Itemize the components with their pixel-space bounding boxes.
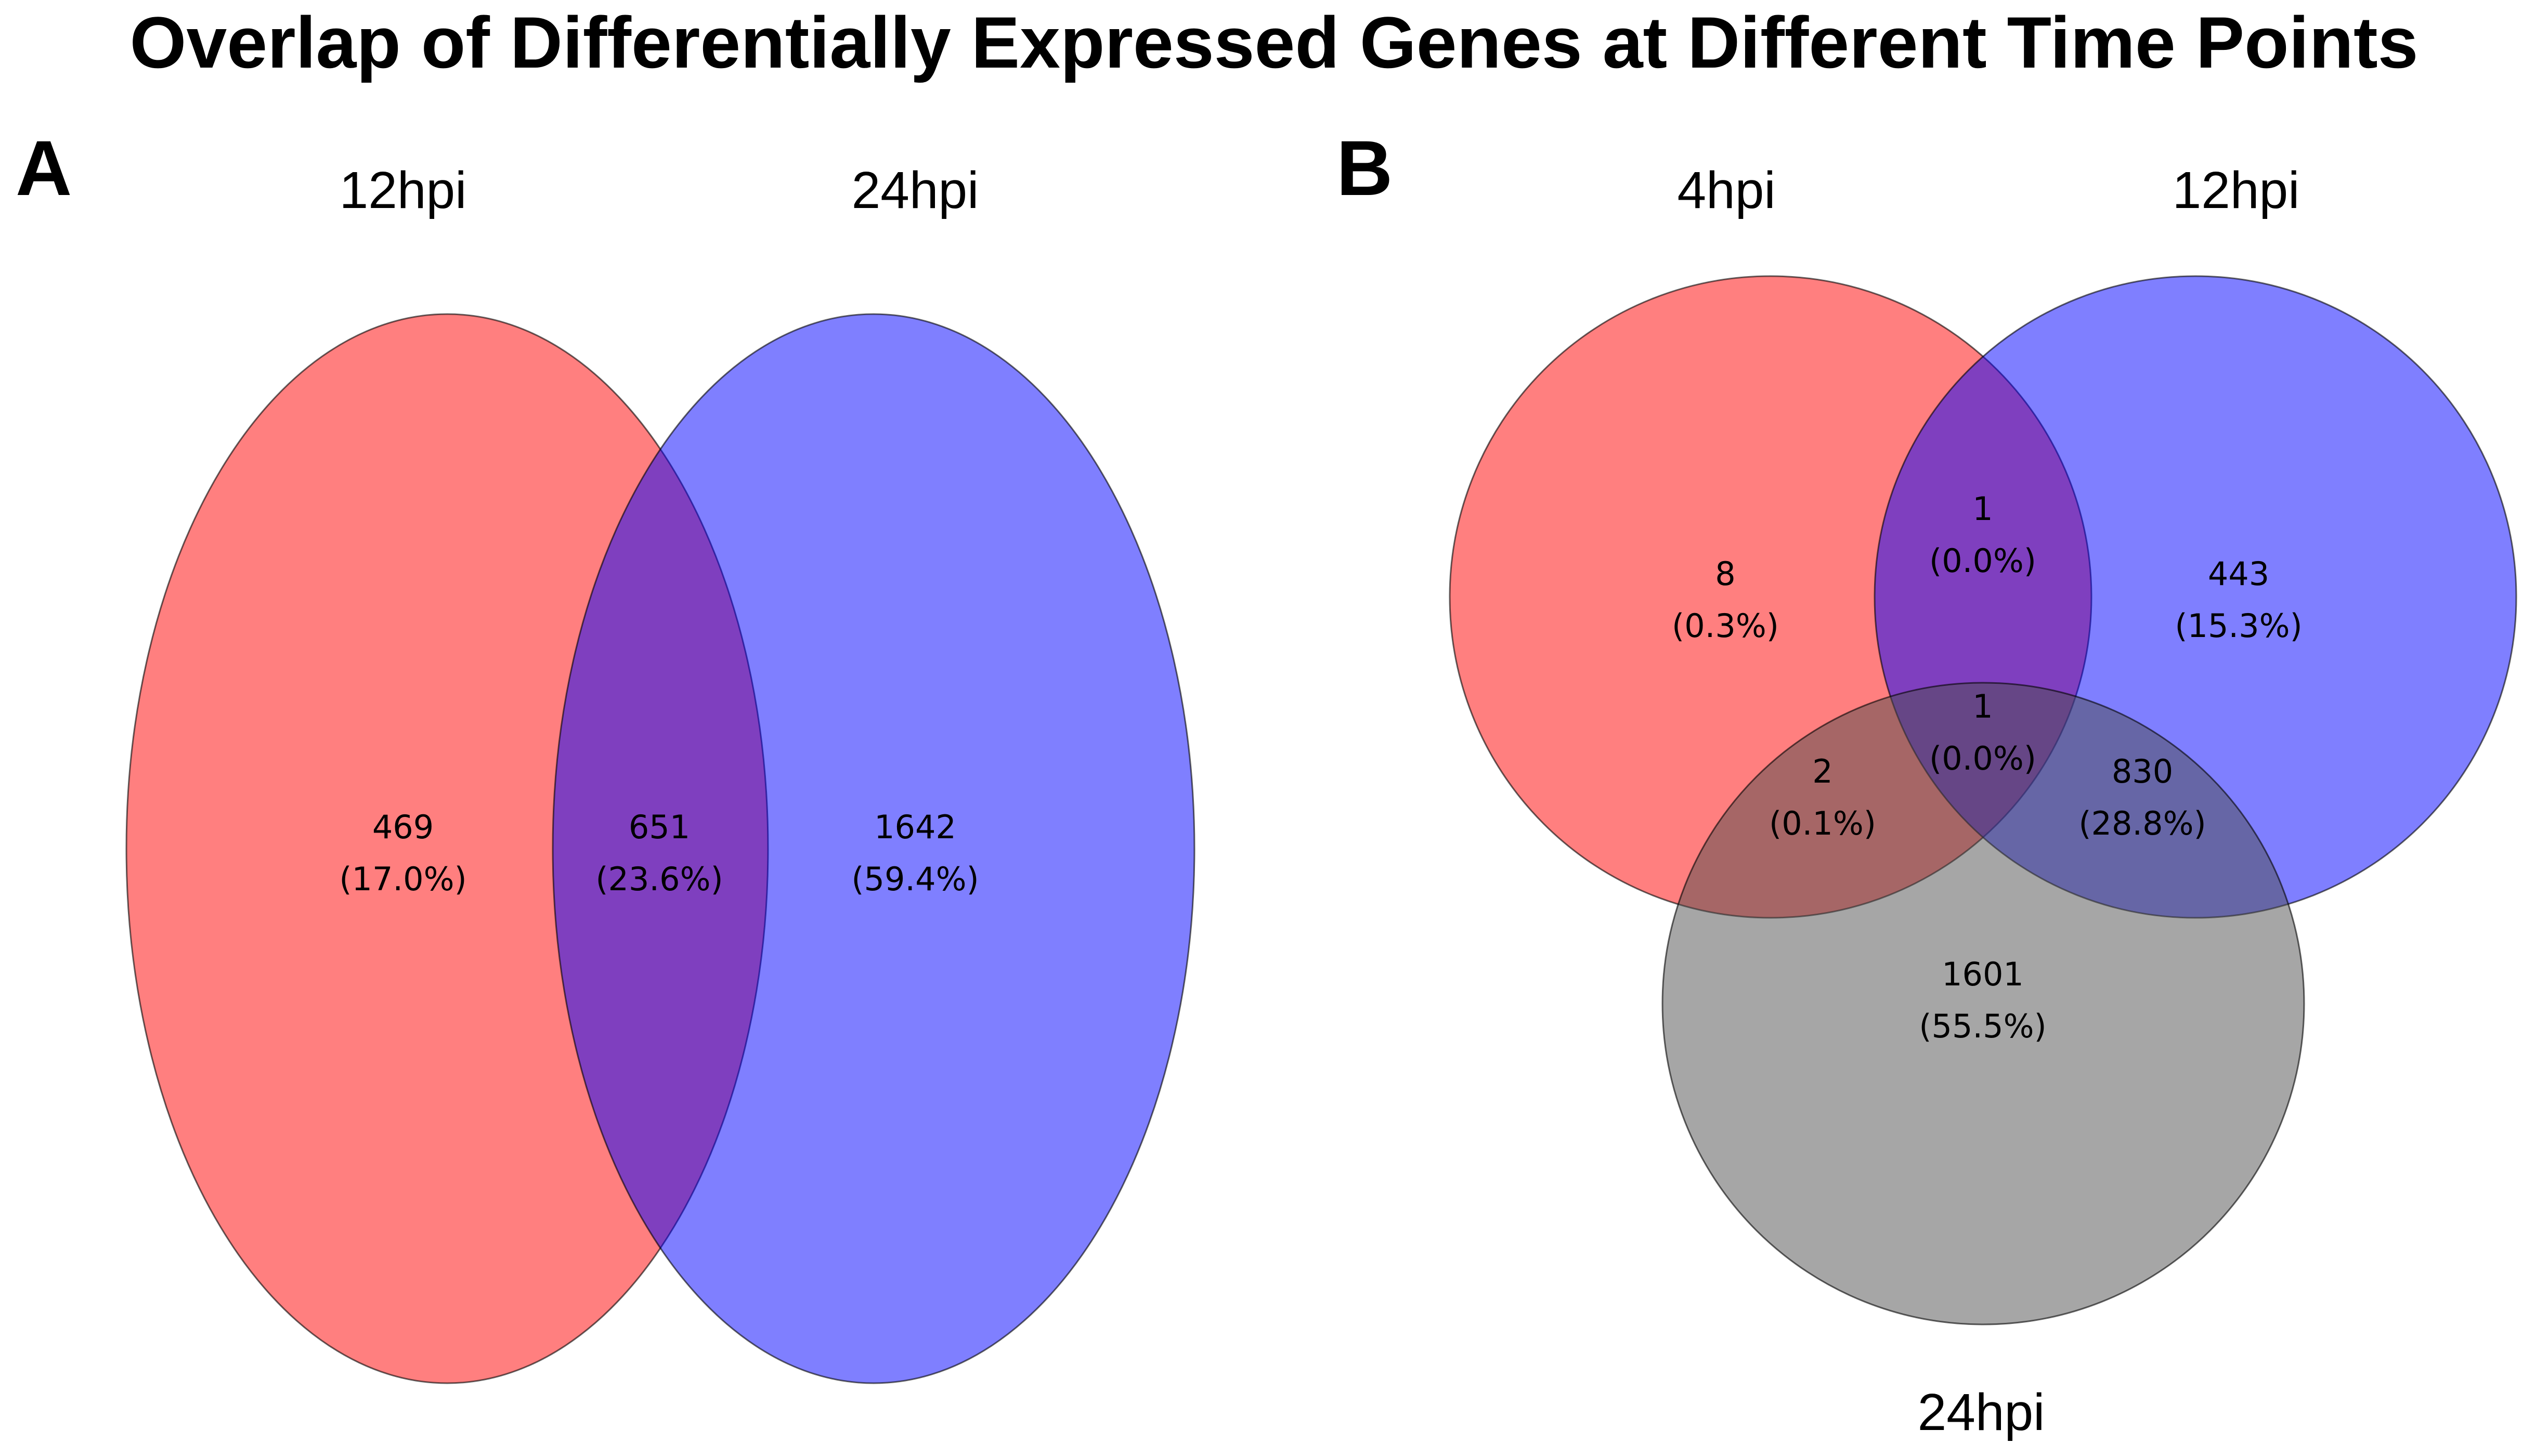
panel-b-set-label-2: 12hpi [2173,161,2300,219]
panel-b-region-percent: (0.1%) [1769,804,1876,842]
panel-a-region-percent: (59.4%) [851,860,979,898]
panel-a-set-label-2: 24hpi [852,161,979,219]
panel-b-region-count: 1601 [1942,955,2024,993]
panel-b-region-percent: (0.0%) [1929,542,2036,580]
panel-a-region-percent: (17.0%) [339,860,466,898]
panel-b: B 4hpi 12hpi 24hpi 8 (0.3%) 1 (0.0%) 443… [1336,124,2517,1441]
panel-b-circle-3 [1661,682,2305,1325]
panel-a-set-label-1: 12hpi [340,161,467,219]
figure-title: Overlap of Differentially Expressed Gene… [130,2,2419,83]
panel-b-region-percent: (0.0%) [1929,739,2036,777]
panel-b-region-percent: (15.3%) [2175,607,2302,645]
panel-b-set-label-1: 4hpi [1677,161,1775,219]
panel-a-label: A [16,124,72,212]
panel-b-region-percent: (0.3%) [1672,607,1779,645]
panel-b-label: B [1336,124,1393,212]
panel-a-region-count: 651 [629,808,690,846]
panel-b-region-count: 2 [1812,752,1832,790]
panel-a-region-count: 1642 [874,808,956,846]
panel-b-region-count: 8 [1715,555,1735,593]
panel-a-region-percent: (23.6%) [595,860,723,898]
panel-a-region-count: 469 [372,808,434,846]
panel-b-set-label-3: 24hpi [1918,1383,2045,1441]
panel-b-region-count: 1 [1972,687,1993,725]
panel-b-region-count: 1 [1972,490,1993,528]
panel-b-region-percent: (55.5%) [1919,1007,2046,1045]
panel-b-region-percent: (28.8%) [2078,804,2206,842]
panel-a-ellipse-2 [552,313,1195,1384]
panel-a: A 12hpi 24hpi 469 (17.0%) 651 (23.6%) 16… [16,124,1195,1384]
panel-b-region-count: 443 [2208,555,2269,593]
panel-b-region-count: 830 [2112,752,2173,790]
